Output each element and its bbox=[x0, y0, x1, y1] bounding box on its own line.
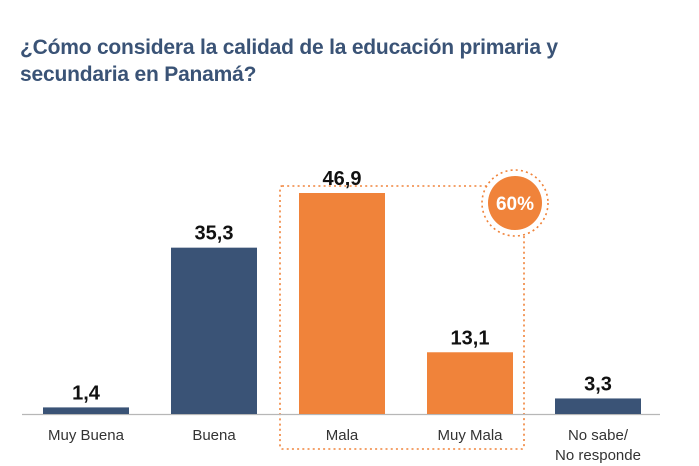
category-label-5-line-1: No sabe/ bbox=[568, 427, 629, 444]
bar-2 bbox=[171, 247, 257, 414]
category-label-4: Muy Mala bbox=[437, 427, 503, 444]
category-label-3: Mala bbox=[326, 427, 359, 444]
value-label-4: 13,1 bbox=[451, 327, 490, 349]
bar-4 bbox=[427, 352, 513, 414]
value-label-5: 3,3 bbox=[584, 373, 612, 395]
bar-1 bbox=[43, 407, 129, 414]
value-label-1: 1,4 bbox=[72, 382, 101, 404]
bar-5 bbox=[555, 398, 641, 414]
badge-circle bbox=[488, 176, 542, 230]
value-label-2: 35,3 bbox=[195, 223, 234, 245]
value-label-3: 46,9 bbox=[323, 168, 362, 190]
bar-3 bbox=[299, 193, 385, 414]
category-label-1: Muy Buena bbox=[48, 427, 125, 444]
badge-label: 60% bbox=[496, 194, 534, 215]
chart-title: ¿Cómo considera la calidad de la educaci… bbox=[20, 36, 558, 86]
group-dotted-box bbox=[279, 185, 525, 450]
category-label-2: Buena bbox=[192, 427, 236, 444]
category-label-5-line-2: No responde bbox=[555, 447, 641, 464]
